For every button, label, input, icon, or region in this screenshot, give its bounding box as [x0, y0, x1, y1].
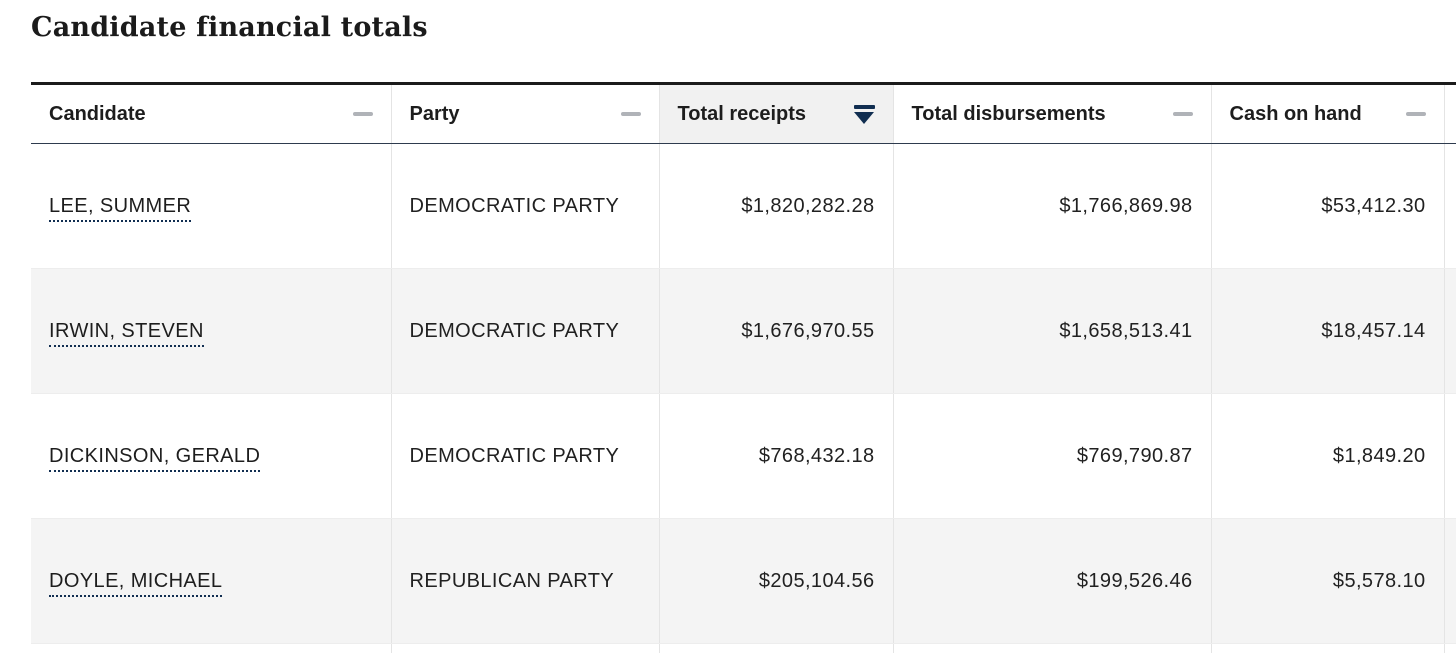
table-row: DOYLE, MICHAEL REPUBLICAN PARTY $205,104…	[31, 518, 1456, 644]
column-header-cutoff	[1443, 83, 1456, 144]
header-row: Candidate Party Total receipts	[31, 83, 1456, 144]
candidate-cell: IRWIN, STEVEN	[31, 268, 391, 394]
column-header-total-disbursements[interactable]: Total disbursements	[892, 83, 1211, 144]
table-row: DICKINSON, GERALD DEMOCRATIC PARTY $768,…	[31, 393, 1456, 519]
candidate-financial-totals-table: Candidate Party Total receipts	[31, 82, 1456, 653]
candidate-cell	[31, 643, 391, 653]
column-header-label: Candidate	[49, 102, 146, 125]
dash-icon	[620, 112, 641, 116]
column-header-label: Cash on hand	[1229, 102, 1362, 125]
party-cell: DEMOCRATIC PARTY	[390, 393, 659, 519]
cash-on-hand-cell: $1,849.20	[1210, 393, 1444, 519]
cash-on-hand-cell: $5,578.10	[1210, 518, 1444, 644]
total-receipts-cell: $1,676,970.55	[658, 268, 893, 394]
cutoff-cell	[1443, 393, 1456, 519]
cash-on-hand-cell: $53,412.30	[1210, 143, 1444, 269]
total-disbursements-cell: $199,526.46	[892, 518, 1211, 644]
column-header-label: Total disbursements	[911, 102, 1106, 125]
total-disbursements-cell: $1,658,513.41	[892, 268, 1211, 394]
party-cell: REPUBLICAN PARTY	[390, 518, 659, 644]
candidate-link[interactable]: LEE, SUMMER	[49, 194, 192, 222]
candidate-financial-totals-table-wrap: Candidate Party Total receipts	[31, 82, 1456, 653]
page-title: Candidate financial totals	[31, 12, 428, 43]
candidate-link[interactable]: DICKINSON, GERALD	[49, 444, 261, 472]
column-header-total-receipts[interactable]: Total receipts	[658, 83, 893, 144]
total-disbursements-cell: $769,790.87	[892, 393, 1211, 519]
cutoff-cell	[1443, 518, 1456, 644]
total-receipts-cell: $768,432.18	[658, 393, 893, 519]
candidate-cell: DICKINSON, GERALD	[31, 393, 391, 519]
table-row-partial	[31, 643, 1456, 653]
cash-on-hand-cell: $18,457.14	[1210, 268, 1444, 394]
dash-icon	[352, 112, 373, 116]
cutoff-cell	[1443, 268, 1456, 394]
party-cell	[390, 643, 659, 653]
cash-on-hand-cell	[1210, 643, 1444, 653]
party-cell: DEMOCRATIC PARTY	[390, 143, 659, 269]
column-header-label: Party	[409, 102, 460, 125]
column-header-party[interactable]: Party	[390, 83, 659, 144]
total-disbursements-cell	[892, 643, 1211, 653]
candidate-link[interactable]: DOYLE, MICHAEL	[49, 569, 223, 597]
cutoff-cell	[1443, 643, 1456, 653]
column-header-label: Total receipts	[677, 102, 807, 125]
total-receipts-cell: $205,104.56	[658, 518, 893, 644]
table-row: LEE, SUMMER DEMOCRATIC PARTY $1,820,282.…	[31, 143, 1456, 269]
candidate-cell: DOYLE, MICHAEL	[31, 518, 391, 644]
table-row: IRWIN, STEVEN DEMOCRATIC PARTY $1,676,97…	[31, 268, 1456, 394]
cutoff-cell	[1443, 143, 1456, 269]
dash-icon	[1172, 112, 1193, 116]
candidate-link[interactable]: IRWIN, STEVEN	[49, 319, 204, 347]
column-header-candidate[interactable]: Candidate	[31, 83, 391, 144]
column-header-cash-on-hand[interactable]: Cash on hand	[1210, 83, 1444, 144]
total-disbursements-cell: $1,766,869.98	[892, 143, 1211, 269]
party-cell: DEMOCRATIC PARTY	[390, 268, 659, 394]
dash-icon	[1405, 112, 1426, 116]
candidate-cell: LEE, SUMMER	[31, 143, 391, 269]
total-receipts-cell: $1,820,282.28	[658, 143, 893, 269]
total-receipts-cell	[658, 643, 893, 653]
sort-descending-icon	[853, 104, 875, 124]
